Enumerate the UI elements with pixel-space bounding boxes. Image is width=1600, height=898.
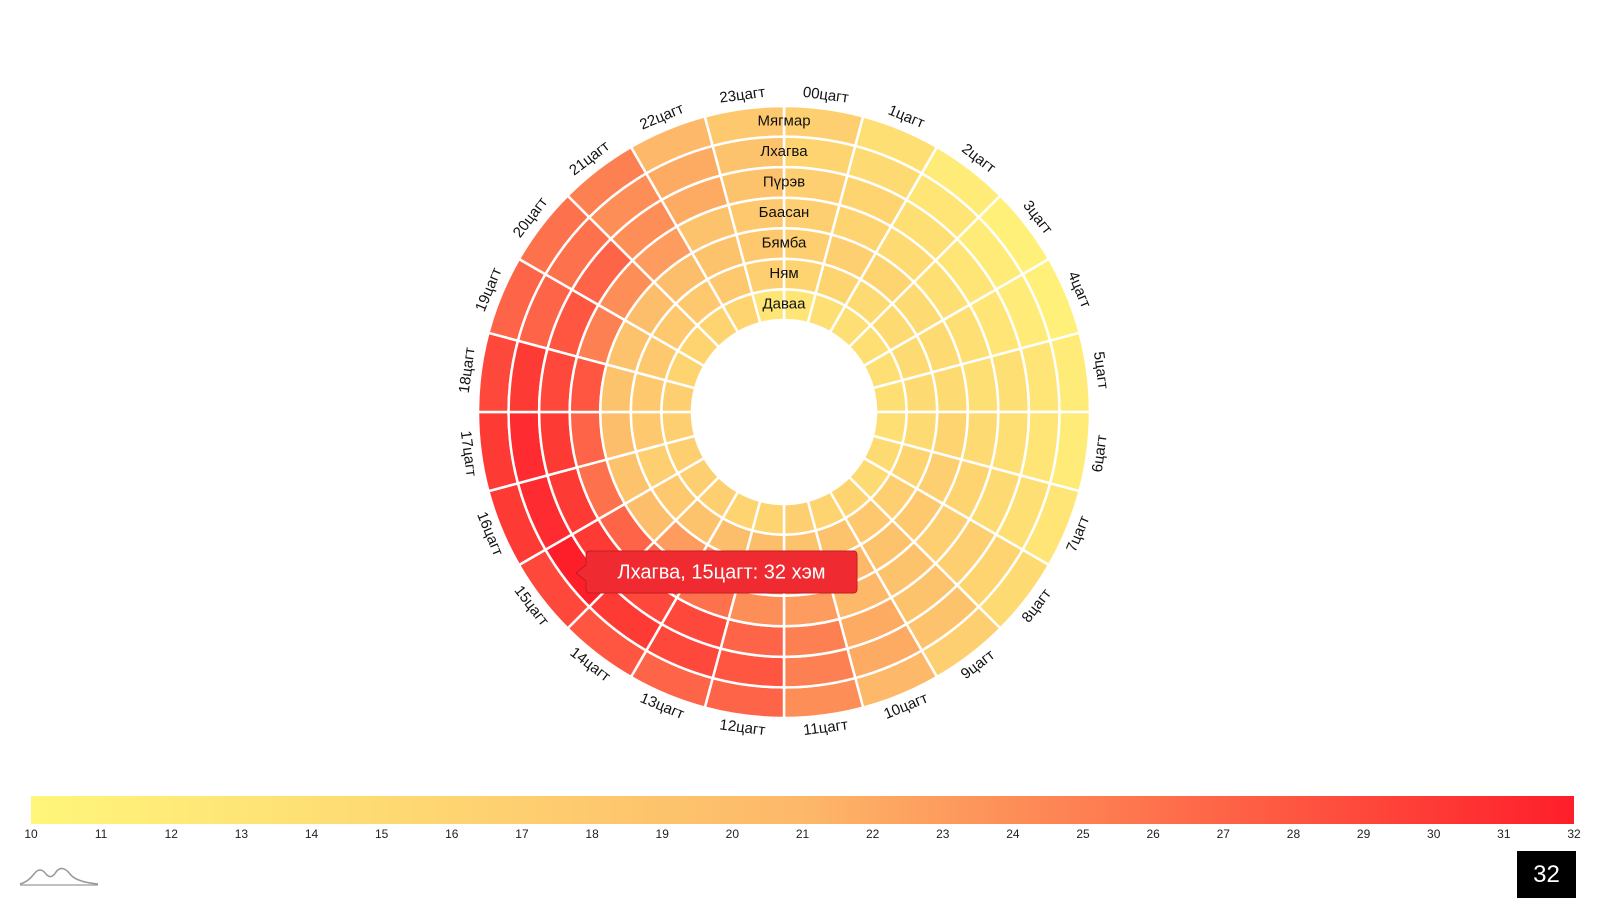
color-axis-tick-label: 20 xyxy=(726,827,740,841)
tooltip-box xyxy=(575,550,858,594)
color-axis-tick-label: 24 xyxy=(1006,827,1020,841)
heat-cell[interactable] xyxy=(750,288,786,325)
hour-label: 00цагт xyxy=(802,84,850,107)
color-axis-tick-label: 11 xyxy=(95,827,108,841)
day-label: Мягмар xyxy=(757,112,810,129)
tooltip-text: Лхагва, 15цагт: 32 хэм xyxy=(617,561,825,583)
hour-label: 5цагт xyxy=(1090,351,1112,391)
hour-label: 18цагт xyxy=(456,346,479,394)
page-number-badge: 32 xyxy=(1517,851,1576,898)
day-label: Баасан xyxy=(759,204,810,221)
logo-icon xyxy=(19,867,99,886)
day-label: Лхагва xyxy=(760,143,808,160)
color-axis-bar xyxy=(31,796,1574,824)
hour-label: 11цагт xyxy=(802,716,849,739)
color-axis: 10 11 12 13 14 15 16 17 18 19 20 21 22 23 24 25 26 27 28 29… xyxy=(24,796,1581,841)
color-axis-tick-label: 31 xyxy=(1497,827,1511,841)
hour-label: 23цагт xyxy=(718,84,766,107)
color-axis-tick-label: 19 xyxy=(656,827,670,841)
color-axis-tick-label: 32 xyxy=(1567,827,1581,841)
heatmap-cells xyxy=(476,104,1092,720)
day-label: Ням xyxy=(769,265,798,282)
color-axis-ticks: 10 11 12 13 14 15 16 17 18 19 20 21 22 23 24 25 26 27 28 29… xyxy=(24,827,1581,841)
hour-label: 6цагт xyxy=(1089,434,1111,474)
color-axis-tick-label: 13 xyxy=(235,827,249,841)
day-label: Даваа xyxy=(763,296,807,313)
color-axis-tick-label: 28 xyxy=(1287,827,1301,841)
hour-label: 17цагт xyxy=(457,430,480,478)
color-axis-tick-label: 21 xyxy=(796,827,810,841)
color-axis-tick-label: 18 xyxy=(585,827,599,841)
color-axis-tick-label: 10 xyxy=(24,827,38,841)
day-label: Пүрэв xyxy=(763,173,805,190)
tooltip: Лхагва, 15цагт: 32 хэм xyxy=(575,550,858,594)
color-axis-tick-label: 17 xyxy=(515,827,529,841)
color-axis-tick-label: 30 xyxy=(1427,827,1441,841)
color-axis-tick-label: 12 xyxy=(165,827,179,841)
color-axis-tick-label: 23 xyxy=(936,827,950,841)
color-axis-tick-label: 27 xyxy=(1217,827,1231,841)
color-axis-tick-label: 25 xyxy=(1076,827,1090,841)
color-axis-tick-label: 22 xyxy=(866,827,880,841)
day-label: Бямба xyxy=(762,235,807,252)
color-axis-tick-label: 26 xyxy=(1147,827,1161,841)
color-axis-tick-label: 29 xyxy=(1357,827,1371,841)
color-axis-tick-label: 15 xyxy=(375,827,389,841)
hour-label: 12цагт xyxy=(719,716,767,739)
day-labels: Мягмар Лхагва Пүрэв Баасан Бямба Ням Даваа xyxy=(757,112,810,312)
color-axis-tick-label: 16 xyxy=(445,827,459,841)
color-axis-tick-label: 14 xyxy=(305,827,319,841)
